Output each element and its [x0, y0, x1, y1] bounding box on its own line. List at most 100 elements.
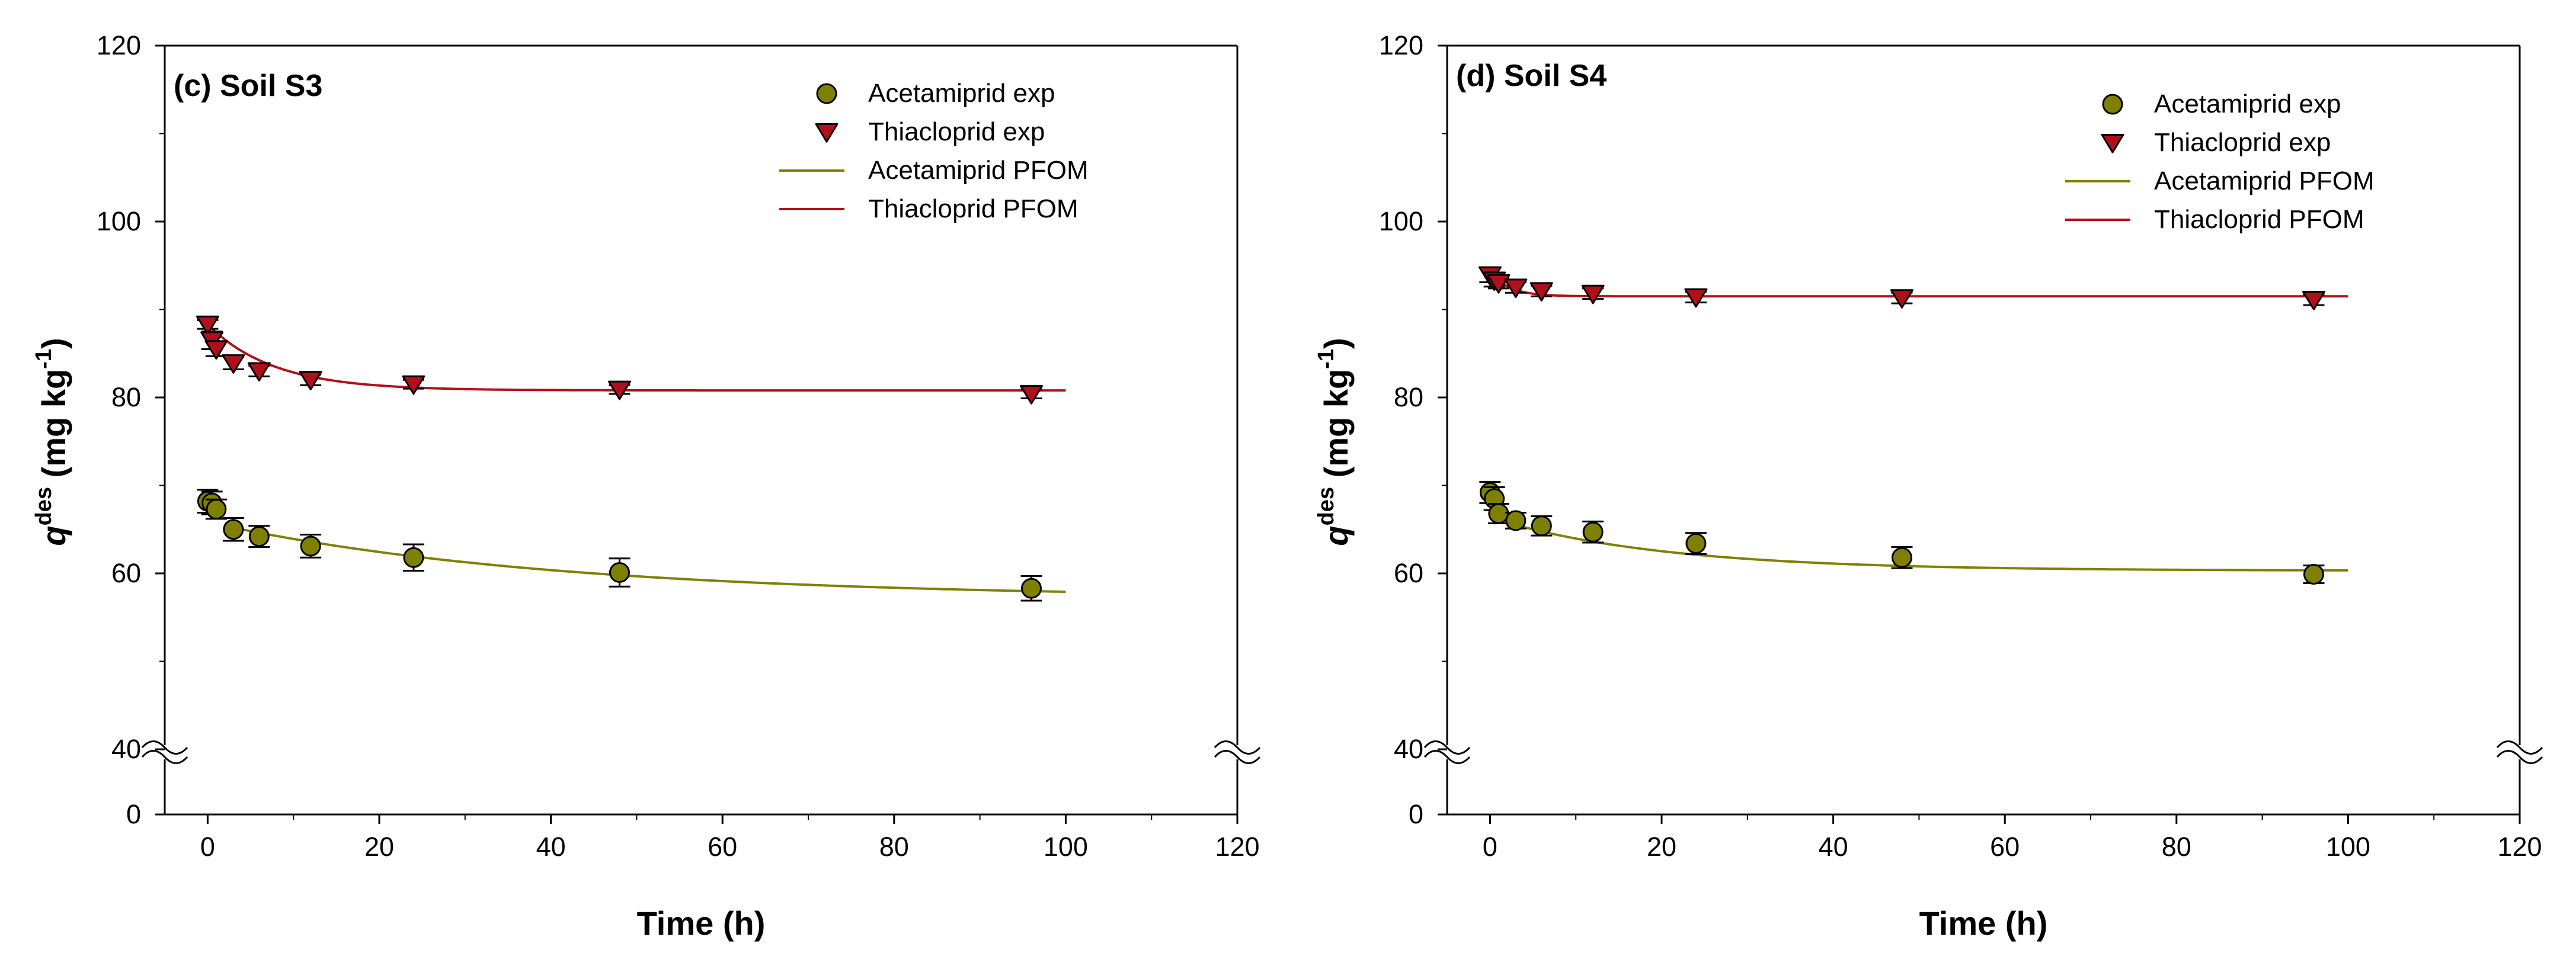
x-tick-label: 100 — [1044, 832, 1088, 862]
chart-panel-soil-s3: 0 20 40 60 80 100 120 40 60 80 100 120 0 Time (h) qdes… — [31, 30, 1261, 942]
thiacloprid-data-point — [1019, 385, 1043, 405]
thiacloprid-data-point — [607, 380, 631, 400]
legend-label: Acetamiprid PFOM — [2154, 166, 2375, 195]
thiacloprid-data-point — [1581, 284, 1605, 304]
y-axis-title-unit-end: ) — [35, 338, 72, 349]
y-tick-label: 40 — [111, 734, 141, 764]
thiacloprid-data-point — [222, 354, 245, 374]
x-tick-label: 20 — [1647, 832, 1676, 862]
acetamiprid-data-point — [403, 547, 424, 568]
acetamiprid-data-point — [206, 499, 227, 520]
legend-label: Thiacloprid PFOM — [2154, 205, 2364, 234]
axis-break-mark — [2496, 740, 2543, 755]
y-axis-title-unit-end: ) — [1317, 338, 1355, 349]
y-axis-title-unit: (mg kg — [1317, 369, 1355, 487]
y-axis-title-symbol: q — [35, 525, 72, 546]
y-tick-label-zero: 0 — [126, 799, 141, 829]
thiacloprid-data-point — [1487, 274, 1511, 294]
x-axis-title: Time (h) — [637, 905, 766, 942]
legend-label: Acetamiprid PFOM — [868, 156, 1089, 185]
axis-break-mark — [1214, 740, 1261, 755]
acetamiprid-data-point — [2303, 563, 2324, 585]
acetamiprid-data-point — [1505, 510, 1527, 531]
thiacloprid-data-point — [402, 375, 425, 395]
panel-title: (d) Soil S4 — [1456, 59, 1607, 93]
legend-label: Thiacloprid exp — [2154, 128, 2331, 157]
acetamiprid-pfom-curve — [233, 526, 1066, 594]
thiacloprid-data-point — [1504, 278, 1528, 299]
axis-break-mark — [1214, 750, 1261, 764]
acetamiprid-data-point — [1531, 515, 1552, 537]
y-tick-label: 60 — [1394, 558, 1423, 588]
acetamiprid-data-point — [1685, 533, 1707, 554]
y-tick-label-zero: 0 — [1409, 799, 1423, 829]
x-tick-label: 0 — [200, 832, 215, 862]
axis-break-mark — [2496, 750, 2543, 764]
y-tick-label: 120 — [97, 30, 141, 60]
thiacloprid-data-point — [1529, 282, 1553, 302]
thiacloprid-data-point — [1684, 288, 1708, 308]
y-axis-title: qdes (mg kg-1) — [31, 338, 72, 546]
thiacloprid-data-point — [196, 315, 219, 335]
legend: Acetamiprid exp Thiacloprid exp Acetamipri… — [779, 79, 1089, 223]
acetamiprid-data-point — [1582, 521, 1604, 543]
legend-symbol-thiacloprid-exp — [2101, 134, 2124, 153]
y-tick-label: 40 — [1394, 734, 1423, 764]
x-axis-title: Time (h) — [1919, 905, 2048, 942]
thiacloprid-data-point — [299, 371, 322, 390]
x-tick-label: 60 — [1990, 832, 2020, 862]
x-tick-label: 80 — [2162, 832, 2191, 862]
thiacloprid-data-point — [2302, 291, 2325, 310]
x-tick-label: 80 — [879, 832, 909, 862]
y-axis-title-sup: des — [1314, 487, 1339, 525]
x-tick-label: 0 — [1483, 832, 1497, 862]
y-tick-label: 120 — [1379, 30, 1423, 60]
legend-label: Thiacloprid exp — [868, 117, 1045, 146]
y-tick-label: 80 — [1394, 382, 1423, 412]
legend-label: Thiacloprid PFOM — [868, 194, 1079, 223]
legend-symbol-acetamiprid-exp — [2102, 94, 2123, 115]
x-tick-label: 40 — [1819, 832, 1848, 862]
x-tick-label: 120 — [1215, 832, 1259, 862]
thiacloprid-data-point — [204, 340, 228, 360]
acetamiprid-data-point — [1891, 547, 1912, 568]
y-tick-label: 80 — [111, 382, 141, 412]
axis-break-mark — [1423, 750, 1471, 764]
acetamiprid-pfom-curve — [1515, 524, 2348, 572]
panel-title: (c) Soil S3 — [174, 69, 322, 103]
x-tick-label: 120 — [2497, 832, 2542, 862]
thiacloprid-data-point — [1890, 289, 1913, 309]
x-tick-label: 60 — [708, 832, 737, 862]
thiacloprid-data-point — [247, 362, 271, 382]
acetamiprid-data-point — [223, 519, 244, 540]
y-tick-label: 100 — [97, 206, 141, 236]
y-axis-title-unit-sup: -1 — [31, 349, 56, 369]
legend-symbol-acetamiprid-exp — [816, 83, 837, 104]
acetamiprid-data-point — [300, 535, 321, 557]
acetamiprid-data-point — [248, 526, 270, 547]
thiacloprid-pfom-curve — [1489, 271, 2348, 298]
axis-break-mark — [141, 740, 188, 755]
axis-break-mark — [141, 750, 188, 764]
y-axis-title: qdes (mg kg-1) — [1314, 338, 1355, 546]
legend-label: Acetamiprid exp — [2154, 89, 2341, 118]
y-tick-label: 60 — [111, 558, 141, 588]
axis-break-mark — [1423, 740, 1471, 755]
y-axis-title-symbol: q — [1317, 525, 1355, 546]
x-tick-label: 20 — [364, 832, 394, 862]
acetamiprid-data-point — [1020, 578, 1042, 599]
acetamiprid-data-point — [609, 562, 630, 583]
y-axis-title-unit-sup: -1 — [1314, 349, 1339, 369]
chart-panel-soil-s4: 0 20 40 60 80 100 120 40 60 80 100 120 0 Time (h) qdes… — [1314, 30, 2543, 942]
y-axis-title-unit: (mg kg — [35, 369, 72, 487]
legend: Acetamiprid exp Thiacloprid exp Acetamipri… — [2065, 89, 2375, 234]
x-tick-label: 100 — [2326, 832, 2370, 862]
y-axis-title-sup: des — [31, 487, 56, 525]
x-tick-label: 40 — [536, 832, 566, 862]
legend-label: Acetamiprid exp — [868, 79, 1055, 108]
thiacloprid-pfom-curve — [206, 323, 1066, 392]
legend-symbol-thiacloprid-exp — [815, 123, 839, 143]
y-tick-label: 100 — [1379, 206, 1423, 236]
